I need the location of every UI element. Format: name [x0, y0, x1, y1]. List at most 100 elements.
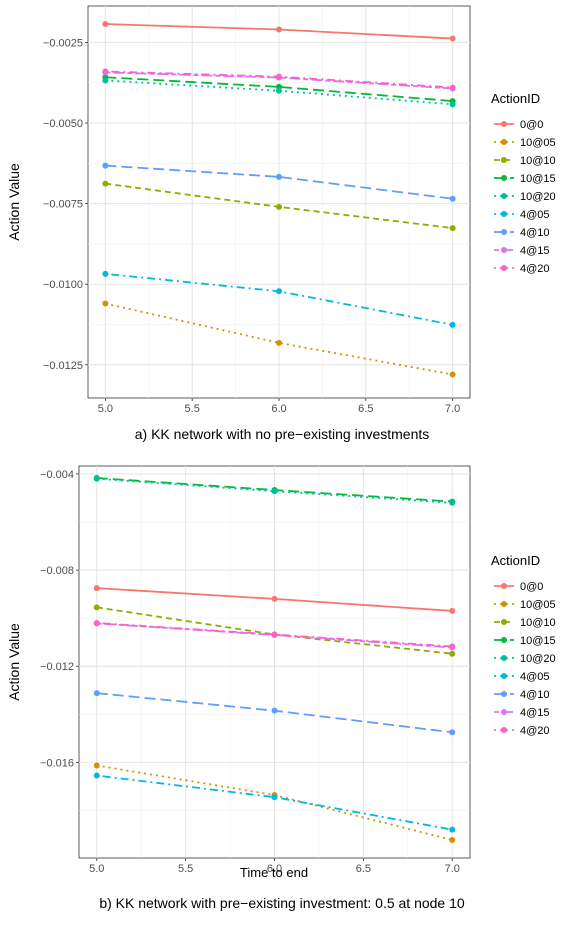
legend-key-point [501, 727, 507, 733]
data-point-a-1-2 [449, 371, 456, 378]
y-axis-label-b: Action Value [6, 623, 22, 701]
y-tick-labels-a: −0.0025 −0.0050 −0.0075 −0.0100 −0.0125 [43, 37, 88, 372]
legend-key-point [501, 175, 507, 181]
x-tick-label: 6.5 [356, 863, 371, 875]
data-point-a-1-1 [276, 339, 282, 346]
data-point-b-5-1 [271, 794, 278, 801]
data-point-b-8-0 [93, 619, 100, 626]
legend-item-a-5: 4@05 [494, 209, 550, 221]
data-point-a-1-0 [102, 300, 109, 307]
x-tick-label: 5.0 [89, 863, 104, 875]
legend-label: 4@15 [520, 245, 550, 257]
legend-key-point [501, 691, 507, 697]
data-point-b-1-2 [449, 836, 456, 843]
x-tick-labels-a: 5.0 5.5 6.0 6.5 7.0 [98, 398, 460, 415]
x-axis-label-b: Time to end [240, 865, 308, 880]
legend-title-a: ActionID [491, 91, 540, 106]
legend-label: 10@20 [520, 653, 556, 665]
y-tick-label: −0.012 [40, 661, 74, 673]
legend-label: 10@05 [520, 137, 556, 149]
legend-item-b-4: 10@20 [494, 653, 556, 665]
data-point-a-8-1 [276, 73, 282, 80]
legend-item-a-2: 10@10 [494, 155, 556, 167]
data-point-b-6-1 [271, 707, 278, 714]
data-point-a-8-2 [449, 84, 456, 91]
legend-label: 10@20 [520, 191, 556, 203]
legend-key-point [501, 583, 507, 589]
y-tick-label: −0.0075 [43, 199, 83, 211]
series-layer-a [102, 21, 456, 378]
x-tick-label: 7.0 [445, 403, 460, 415]
chart-b: −0.004 −0.008 −0.012 −0.016 5.0 5.5 6.0 6.5 7.0… [6, 465, 556, 880]
legend-item-a-1: 10@05 [494, 137, 556, 149]
series-line-a-3 [105, 76, 453, 102]
data-point-b-4-0 [93, 475, 100, 482]
data-point-b-0-2 [449, 607, 456, 614]
legend-item-b-3: 10@15 [494, 635, 556, 647]
legend-item-b-5: 4@05 [494, 671, 550, 683]
y-tick-labels-b: −0.004 −0.008 −0.012 −0.016 [40, 469, 79, 769]
legend-label: 4@10 [520, 227, 550, 239]
y-tick-label: −0.008 [40, 565, 74, 577]
x-tick-label: 6.0 [271, 403, 286, 415]
data-point-b-4-2 [449, 499, 456, 506]
legend-key-point [501, 247, 507, 253]
legend-item-a-7: 4@15 [494, 245, 550, 257]
legend-key-point [501, 709, 507, 715]
data-point-a-0-1 [276, 26, 282, 33]
data-point-a-5-0 [102, 270, 109, 277]
legend-key-point [501, 193, 507, 199]
data-point-b-5-0 [93, 772, 100, 779]
data-point-a-6-1 [276, 173, 282, 180]
series-line-b-8 [96, 622, 453, 648]
legend-item-b-8: 4@20 [494, 725, 550, 737]
legend-key-point [501, 619, 507, 625]
data-point-b-8-2 [449, 643, 456, 650]
legend-label: 4@15 [520, 707, 550, 719]
legend-key-point [501, 673, 507, 679]
x-tick-label: 6.0 [267, 863, 282, 875]
legend-label: 10@15 [520, 173, 556, 185]
y-tick-label: −0.0100 [43, 279, 83, 291]
legend-item-b-0: 0@0 [494, 581, 543, 593]
data-point-a-5-1 [276, 288, 282, 295]
x-tick-label: 5.5 [185, 403, 200, 415]
data-point-b-5-2 [449, 826, 456, 833]
x-tick-label: 5.0 [98, 403, 113, 415]
legend-key-point [501, 157, 507, 163]
legend-item-a-3: 10@15 [494, 173, 556, 185]
series-line-a-6 [105, 164, 453, 200]
data-point-b-1-0 [93, 762, 100, 769]
legend-label: 10@15 [520, 635, 556, 647]
data-point-a-0-2 [449, 35, 456, 42]
data-point-b-6-2 [449, 729, 456, 736]
legend-item-a-0: 0@0 [494, 119, 543, 131]
series-line-a-1 [105, 302, 453, 376]
legend-key-point [501, 211, 507, 217]
legend-item-b-1: 10@05 [494, 599, 556, 611]
data-point-a-6-2 [449, 195, 456, 202]
legend-item-a-6: 4@10 [494, 227, 550, 239]
x-tick-label: 7.0 [445, 863, 460, 875]
y-tick-label: −0.016 [40, 757, 74, 769]
caption-b: b) KK network with pre−existing investme… [99, 895, 465, 911]
y-tick-label: −0.0125 [43, 360, 83, 372]
data-point-b-4-1 [271, 488, 278, 495]
data-point-b-2-0 [93, 604, 100, 611]
legend-item-a-8: 4@20 [494, 263, 550, 275]
data-point-a-8-0 [102, 68, 109, 75]
data-point-a-2-2 [449, 225, 456, 232]
legend-key-point [501, 121, 507, 127]
legend-item-b-2: 10@10 [494, 617, 556, 629]
data-point-b-0-1 [271, 595, 278, 602]
legend-key-point [501, 655, 507, 661]
series-line-a-7 [105, 71, 453, 90]
legend-label: 10@10 [520, 155, 556, 167]
legend-label: 4@05 [520, 209, 550, 221]
y-tick-label: −0.004 [40, 469, 74, 481]
legend-b: ActionID 0@0 10@05 10@10 10@15 10@20 4@05 4@10… [491, 553, 556, 737]
data-point-a-4-0 [102, 77, 109, 84]
legend-item-b-6: 4@10 [494, 689, 550, 701]
data-point-a-2-1 [276, 203, 282, 210]
